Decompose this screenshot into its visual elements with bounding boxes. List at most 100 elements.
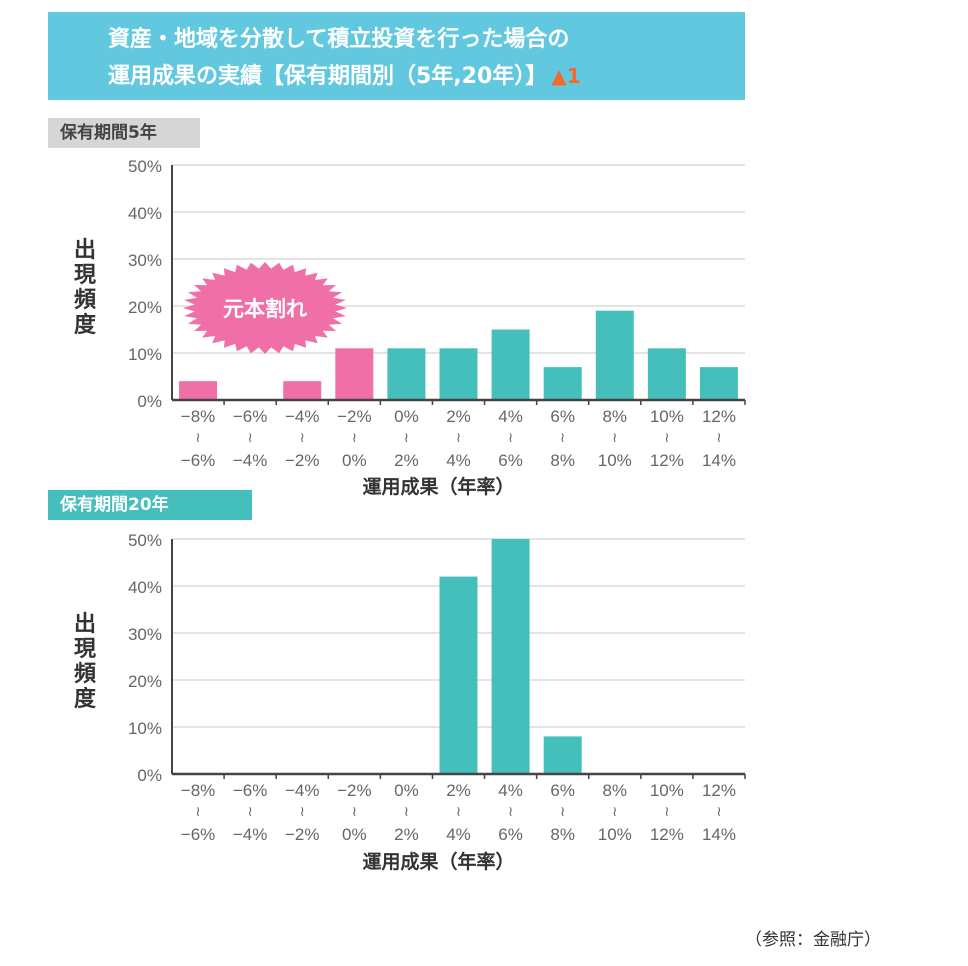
title-line-2-text: 運用成果の実績【保有期間別（5年,20年）】 xyxy=(108,64,548,89)
x-tick-label-from: −4% xyxy=(285,781,320,800)
x-tick-label-separator: ≀ xyxy=(612,803,617,819)
y-axis-label-char: 出 xyxy=(73,238,96,263)
y-tick-label: 30% xyxy=(128,251,162,270)
y-tick-label: 20% xyxy=(128,672,162,691)
bar xyxy=(491,329,530,400)
x-tick-label-to: 4% xyxy=(446,451,471,470)
x-tick-label-separator: ≀ xyxy=(300,803,305,819)
bar xyxy=(387,348,426,400)
x-tick-label-to: −6% xyxy=(181,825,216,844)
x-tick-label-from: −8% xyxy=(181,781,216,800)
x-tick-label-separator: ≀ xyxy=(404,429,409,445)
x-tick-label-from: 4% xyxy=(498,781,523,800)
bar xyxy=(595,310,634,400)
y-tick-label: 0% xyxy=(137,766,162,785)
y-tick-label: 50% xyxy=(128,531,162,550)
x-tick-label-from: −8% xyxy=(181,407,216,426)
y-tick-label: 40% xyxy=(128,204,162,223)
y-axis-label-20yr: 出 現 頻 度 xyxy=(72,612,98,712)
panel-label-20yr: 保有期間20年 xyxy=(48,490,252,520)
x-tick-label-separator: ≀ xyxy=(456,803,461,819)
x-tick-label-separator: ≀ xyxy=(248,803,253,819)
x-tick-label-from: 2% xyxy=(446,781,471,800)
x-tick-label-separator: ≀ xyxy=(716,803,721,819)
x-tick-label-from: 10% xyxy=(650,781,684,800)
x-tick-label-from: 4% xyxy=(498,407,523,426)
x-tick-label-from: 0% xyxy=(394,407,419,426)
bar xyxy=(543,736,582,774)
x-tick-label-to: 6% xyxy=(498,825,523,844)
x-tick-label-from: −2% xyxy=(337,407,372,426)
x-tick-label-separator: ≀ xyxy=(352,429,357,445)
y-axis-label-char: 出 xyxy=(73,612,96,637)
x-tick-label-from: −4% xyxy=(285,407,320,426)
bar xyxy=(699,367,738,400)
y-axis-label-char: 頻 xyxy=(73,662,96,687)
x-tick-label-to: −6% xyxy=(181,451,216,470)
x-tick-label-separator: ≀ xyxy=(352,803,357,819)
x-tick-label-from: −2% xyxy=(337,781,372,800)
x-tick-label-separator: ≀ xyxy=(664,803,669,819)
x-tick-label-from: 0% xyxy=(394,781,419,800)
title-banner: 資産・地域を分散して積立投資を行った場合の 運用成果の実績【保有期間別（5年,2… xyxy=(48,12,745,100)
x-axis-label: 運用成果（年率） xyxy=(362,850,514,873)
y-axis-label-5yr: 出 現 頻 度 xyxy=(72,238,98,338)
x-tick-label-to: −2% xyxy=(285,451,320,470)
x-tick-label-to: 2% xyxy=(394,451,419,470)
x-tick-label-to: 4% xyxy=(446,825,471,844)
y-axis-label-char: 現 xyxy=(73,263,96,288)
x-tick-label-separator: ≀ xyxy=(508,429,513,445)
bar xyxy=(439,348,478,400)
x-tick-label-to: −2% xyxy=(285,825,320,844)
x-tick-label-to: 8% xyxy=(550,825,575,844)
x-tick-label-from: 12% xyxy=(702,781,736,800)
x-tick-label-separator: ≀ xyxy=(248,429,253,445)
x-tick-label-to: −4% xyxy=(233,825,268,844)
x-tick-label-separator: ≀ xyxy=(195,803,200,819)
warning-triangle-icon: ▲1 xyxy=(551,64,581,88)
y-axis-label-char: 頻 xyxy=(73,288,96,313)
panel-label-5yr: 保有期間5年 xyxy=(48,118,200,148)
x-tick-label-separator: ≀ xyxy=(456,429,461,445)
warning-note: 1 xyxy=(566,64,581,88)
y-tick-label: 10% xyxy=(128,719,162,738)
x-tick-label-to: 14% xyxy=(702,451,736,470)
starburst-badge xyxy=(183,262,347,354)
bar xyxy=(491,539,530,774)
x-tick-label-separator: ≀ xyxy=(664,429,669,445)
x-tick-label-from: 2% xyxy=(446,407,471,426)
x-tick-label-separator: ≀ xyxy=(195,429,200,445)
x-tick-label-separator: ≀ xyxy=(300,429,305,445)
x-tick-label-from: 6% xyxy=(550,781,575,800)
x-tick-label-to: 8% xyxy=(550,451,575,470)
bar xyxy=(647,348,686,400)
x-tick-label-separator: ≀ xyxy=(404,803,409,819)
principal-loss-annotation: 元本割れ xyxy=(223,297,307,321)
bar xyxy=(335,348,374,400)
x-tick-label-separator: ≀ xyxy=(560,429,565,445)
x-tick-label-separator: ≀ xyxy=(508,803,513,819)
x-tick-label-from: 10% xyxy=(650,407,684,426)
x-tick-label-to: 6% xyxy=(498,451,523,470)
x-tick-label-separator: ≀ xyxy=(716,429,721,445)
y-axis-label-char: 現 xyxy=(73,637,96,662)
x-tick-label-to: 14% xyxy=(702,825,736,844)
x-tick-label-separator: ≀ xyxy=(612,429,617,445)
y-tick-label: 10% xyxy=(128,345,162,364)
y-tick-label: 50% xyxy=(128,157,162,176)
x-tick-label-to: 10% xyxy=(598,825,632,844)
y-tick-label: 30% xyxy=(128,625,162,644)
x-tick-label-to: −4% xyxy=(233,451,268,470)
x-tick-label-to: 12% xyxy=(650,451,684,470)
y-tick-label: 0% xyxy=(137,392,162,411)
x-tick-label-from: 6% xyxy=(550,407,575,426)
x-tick-label-separator: ≀ xyxy=(560,803,565,819)
x-tick-label-to: 12% xyxy=(650,825,684,844)
x-tick-label-to: 0% xyxy=(342,825,367,844)
y-tick-label: 40% xyxy=(128,578,162,597)
source-note: （参照：金融庁） xyxy=(745,930,881,950)
x-tick-label-from: 12% xyxy=(702,407,736,426)
x-tick-label-to: 2% xyxy=(394,825,419,844)
